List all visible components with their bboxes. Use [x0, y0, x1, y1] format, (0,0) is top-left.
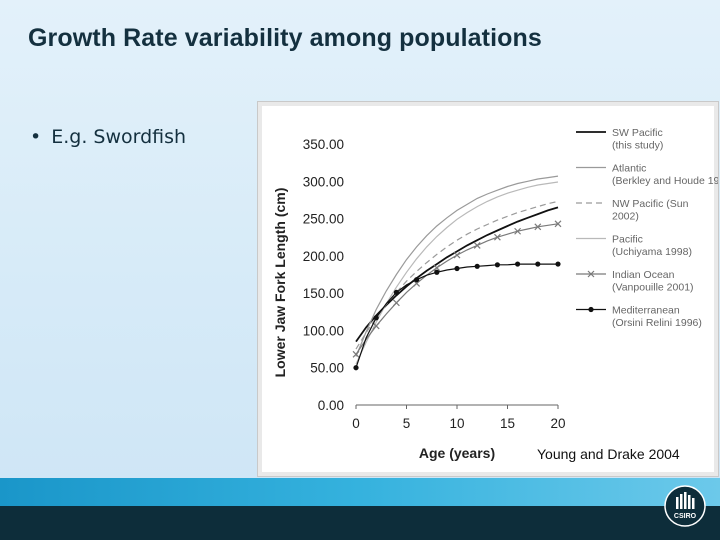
csiro-logo: CSIRO	[664, 485, 706, 527]
series-line-4	[355, 223, 559, 355]
slide-title: Growth Rate variability among population…	[28, 24, 542, 52]
x-tick-label: 20	[550, 416, 565, 431]
chart-legend: SW Pacific (this study) Atlantic (Berkley a…	[576, 127, 718, 329]
data-point	[372, 322, 380, 330]
data-point	[474, 263, 480, 269]
growth-chart: 0.00 50.00 100.00 150.00 200.00 250.00 300.00 3…	[272, 127, 718, 461]
data-point	[535, 261, 541, 267]
data-point	[554, 220, 562, 228]
data-point	[473, 241, 481, 249]
y-tick-label: 250.00	[303, 212, 344, 227]
y-tick-label: 0.00	[318, 398, 344, 413]
data-point	[493, 233, 501, 241]
figure-credit: Young and Drake 2004	[537, 446, 680, 462]
series-line-0	[355, 206, 559, 343]
bullet-item: • E.g. Swordfish	[30, 126, 186, 148]
data-point	[494, 262, 500, 268]
x-tick-label: 10	[449, 416, 464, 431]
series-line-2	[355, 200, 559, 350]
bullet-icon: •	[30, 126, 42, 148]
data-point	[534, 223, 542, 231]
data-point	[392, 299, 400, 307]
x-tick-label: 15	[500, 416, 515, 431]
y-tick-label: 300.00	[303, 174, 344, 189]
data-point	[433, 264, 441, 272]
y-tick-label: 150.00	[303, 286, 344, 301]
data-point	[515, 261, 521, 267]
footer-bar	[0, 506, 720, 540]
legend-label-5: Mediterranean (Orsini Relini 1996)	[612, 305, 702, 330]
bullet-text: E.g. Swordfish	[51, 126, 187, 148]
data-point	[514, 227, 522, 235]
data-point	[454, 265, 460, 272]
y-tick-label: 350.00	[303, 137, 344, 152]
legend-label-0: SW Pacific (this study)	[612, 127, 663, 152]
data-point	[413, 280, 421, 287]
legend-marker	[587, 270, 595, 278]
logo-text: CSIRO	[674, 513, 697, 520]
legend-label-1: Atlantic(Berkley and Houde 1983)	[612, 163, 718, 188]
series-line-1	[355, 175, 559, 357]
legend-label-3: Pacific (Uchiyama 1998)	[612, 234, 692, 259]
legend-label-4: Indian Ocean (Vanpouille 2001)	[612, 269, 694, 294]
data-point	[393, 289, 399, 295]
legend-label-2: NW Pacific (Sun 2002)	[612, 198, 689, 223]
figure-frame: 0.00 50.00 100.00 150.00 200.00 250.00 300.00 3…	[257, 101, 719, 477]
data-point	[352, 350, 360, 358]
y-tick-label: 50.00	[310, 361, 344, 376]
chart-series	[352, 175, 562, 371]
data-point	[414, 277, 420, 283]
x-tick-label: 0	[352, 416, 360, 431]
x-axis-label: Age (years)	[419, 445, 495, 461]
legend-marker	[588, 306, 594, 313]
x-tick-label: 5	[403, 416, 411, 431]
data-point	[353, 365, 359, 371]
chart-axes: 0.00 50.00 100.00 150.00 200.00 250.00 300.00 3…	[272, 137, 566, 461]
series-line-5	[355, 263, 558, 368]
series-line-3	[355, 181, 559, 365]
footer-band	[0, 478, 720, 508]
data-point	[434, 269, 440, 275]
data-point	[555, 261, 561, 267]
y-axis-label: Lower Jaw Fork Length (cm)	[272, 188, 288, 378]
y-tick-label: 100.00	[303, 323, 344, 338]
data-point	[373, 315, 379, 321]
y-tick-label: 200.00	[303, 249, 344, 264]
data-point	[453, 251, 461, 259]
